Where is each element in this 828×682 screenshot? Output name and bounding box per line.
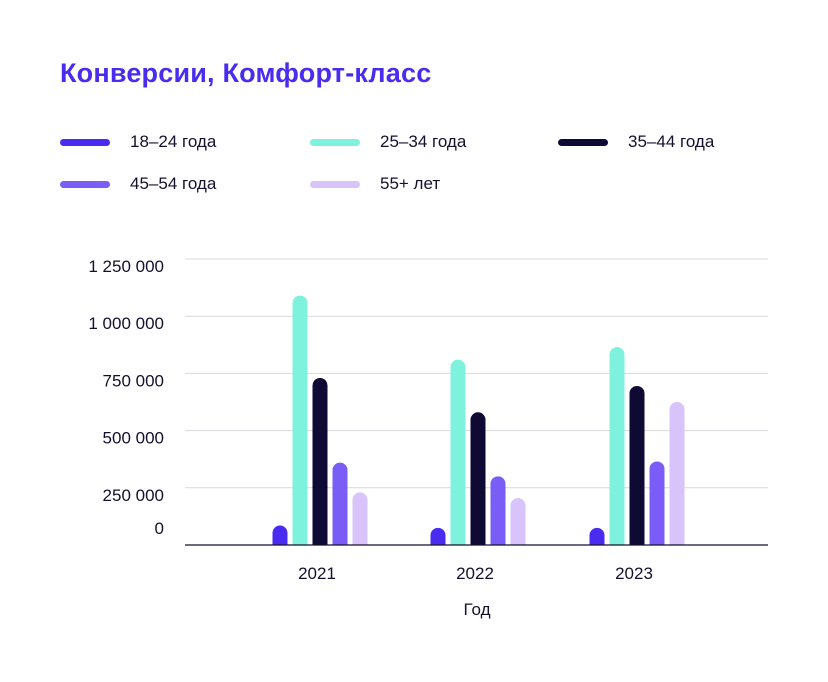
legend-item-35-44: 35–44 года <box>558 132 714 152</box>
bar <box>470 412 486 545</box>
bar <box>272 525 288 545</box>
legend-item-18-24: 18–24 года <box>60 132 216 152</box>
y-tick-label: 1 250 000 <box>88 257 164 276</box>
x-axis-label: Год <box>463 600 490 619</box>
y-tick-label: 1 000 000 <box>88 314 164 333</box>
legend-swatch <box>60 138 110 146</box>
x-tick-label: 2023 <box>615 564 653 583</box>
y-tick-label: 250 000 <box>103 486 164 505</box>
bar <box>450 359 466 545</box>
x-tick-label: 2022 <box>456 564 494 583</box>
y-tick-label: 500 000 <box>103 429 164 448</box>
bar <box>312 377 328 545</box>
bar <box>629 385 645 545</box>
bar <box>292 295 308 545</box>
bar <box>332 462 348 545</box>
legend-swatch <box>310 138 360 146</box>
bar <box>352 492 368 545</box>
bar <box>490 476 506 545</box>
legend-item-25-34: 25–34 года <box>310 132 466 152</box>
legend-label: 45–54 года <box>130 174 217 193</box>
bar <box>669 402 685 545</box>
x-axis-ticks: 2021 2022 2023 <box>298 564 653 583</box>
y-tick-label: 750 000 <box>103 371 164 390</box>
chart-legend: 18–24 года 25–34 года 35–44 года 45–54 г… <box>60 132 780 212</box>
legend-swatch <box>60 180 110 188</box>
bar <box>609 347 625 545</box>
bar <box>430 527 446 545</box>
y-tick-label: 0 <box>155 519 164 538</box>
legend-label: 35–44 года <box>628 132 715 151</box>
legend-label: 18–24 года <box>130 132 217 151</box>
legend-item-55-plus: 55+ лет <box>310 174 440 194</box>
legend-item-45-54: 45–54 года <box>60 174 216 194</box>
legend-swatch <box>558 138 608 146</box>
bar <box>649 461 665 545</box>
legend-swatch <box>310 180 360 188</box>
bar <box>510 498 526 545</box>
y-axis-ticks: 0 250 000 500 000 750 000 1 000 000 1 250 000 <box>88 257 164 538</box>
chart-title: Конверсии, Комфорт-класс <box>60 58 432 88</box>
bars <box>272 295 685 545</box>
x-tick-label: 2021 <box>298 564 336 583</box>
bar <box>589 527 605 545</box>
legend-label: 25–34 года <box>380 132 467 151</box>
legend-label: 55+ лет <box>380 174 441 193</box>
